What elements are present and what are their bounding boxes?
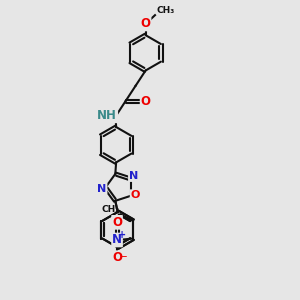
Text: O: O [141,94,151,108]
Text: +: + [118,230,126,240]
Text: O: O [112,251,122,264]
Text: N: N [98,184,106,194]
Text: N: N [112,233,122,247]
Text: O: O [141,17,151,31]
Text: CH₃: CH₃ [101,205,119,214]
Text: ⁻: ⁻ [120,253,127,266]
Text: O: O [112,216,122,229]
Text: NH: NH [98,109,117,122]
Text: N: N [129,171,138,181]
Text: CH₃: CH₃ [156,6,174,15]
Text: O: O [130,190,140,200]
